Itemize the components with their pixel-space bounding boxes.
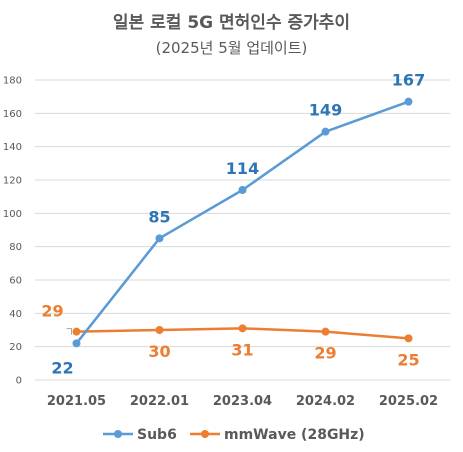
x-tick-label: 2022.01 <box>130 394 189 409</box>
legend-label-mmwave: mmWave (28GHz) <box>224 427 365 443</box>
data-label-sub6: 114 <box>226 159 259 178</box>
y-tick-label: 140 <box>3 142 22 153</box>
x-tick-label: 2023.04 <box>213 394 272 409</box>
y-tick-label: 40 <box>9 309 22 320</box>
y-tick-label: 60 <box>9 276 22 287</box>
y-tick-label: 20 <box>9 342 22 353</box>
data-point-sub6 <box>238 186 247 194</box>
x-tick-label: 2021.05 <box>47 394 106 409</box>
series-line-sub6 <box>75 100 409 345</box>
data-point-mmwave <box>155 326 164 334</box>
chart-title: 일본 로컬 5G 면허인수 증가추이 <box>112 13 351 33</box>
data-label-mmwave: 29 <box>314 344 336 363</box>
label-leader-line <box>66 328 72 335</box>
legend-marker-mmwave <box>201 430 209 438</box>
data-point-mmwave <box>321 327 330 336</box>
data-label-mmwave: 29 <box>41 302 63 321</box>
data-point-mmwave <box>404 334 413 343</box>
data-label-sub6: 167 <box>392 71 425 90</box>
y-tick-label: 80 <box>9 242 22 253</box>
x-tick-label: 2025.02 <box>379 394 438 409</box>
x-tick-label: 2024.02 <box>296 394 355 409</box>
legend-label-sub6: Sub6 <box>137 427 177 443</box>
data-point-sub6 <box>404 97 413 106</box>
data-point-sub6 <box>72 339 81 348</box>
chart-subtitle: (2025년 5월 업데이트) <box>155 39 308 57</box>
data-label-mmwave: 31 <box>231 340 253 359</box>
y-tick-label: 100 <box>3 209 22 220</box>
data-point-sub6 <box>155 234 164 243</box>
legend-marker-sub6 <box>114 430 122 438</box>
data-label-sub6: 22 <box>51 358 73 377</box>
data-label-sub6: 85 <box>148 207 170 226</box>
data-label-mmwave: 25 <box>397 350 419 369</box>
y-tick-label: 0 <box>16 376 22 387</box>
y-tick-label: 160 <box>3 109 22 120</box>
y-tick-label: 180 <box>3 76 22 87</box>
data-label-mmwave: 30 <box>148 342 170 361</box>
y-tick-label: 120 <box>3 176 22 187</box>
data-label-sub6: 149 <box>309 101 342 120</box>
data-point-sub6 <box>321 127 330 136</box>
data-point-mmwave <box>238 324 247 333</box>
data-point-mmwave <box>72 327 81 336</box>
